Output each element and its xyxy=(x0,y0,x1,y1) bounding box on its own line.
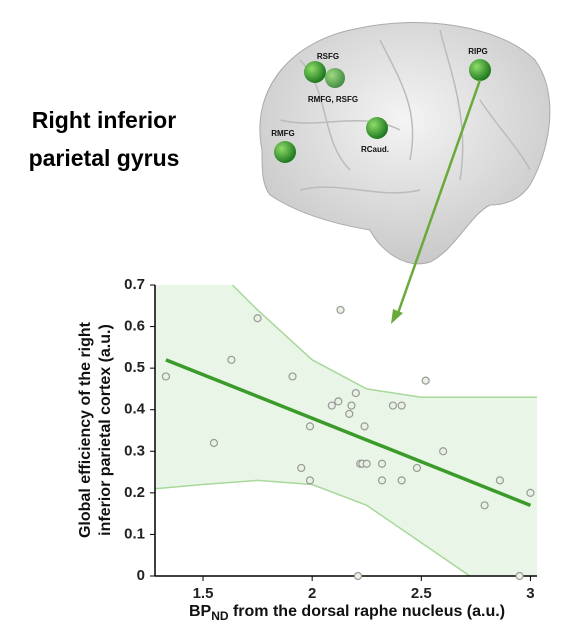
point xyxy=(347,401,356,410)
node-label: RMFG, RSFG xyxy=(308,95,358,104)
arrow xyxy=(395,79,482,317)
point xyxy=(161,372,171,381)
node-ball xyxy=(469,59,491,81)
point xyxy=(327,401,336,410)
x-axis-label: BPND from the dorsal raphe nucleus (a.u.… xyxy=(189,603,505,623)
point xyxy=(209,438,219,448)
x-tick-label: 2.5 xyxy=(411,585,432,602)
band-upper xyxy=(231,285,537,398)
y-tick-label: 0.2 xyxy=(124,484,145,501)
x-tick-label: 3 xyxy=(526,585,534,602)
point xyxy=(351,388,360,398)
point xyxy=(515,571,524,581)
node-ball xyxy=(304,61,326,83)
node-label: RCaud. xyxy=(361,145,389,154)
point xyxy=(421,376,430,385)
fit-line xyxy=(165,358,532,507)
point xyxy=(526,488,535,497)
point xyxy=(397,401,406,410)
point xyxy=(345,409,354,418)
y-tick-label: 0.6 xyxy=(124,318,145,335)
x-label-rest: from the dorsal raphe nucleus (a.u.) xyxy=(229,603,506,620)
node-ball xyxy=(325,68,345,88)
x-label-sub: ND xyxy=(211,609,229,623)
y-axis-label: inferior parietal cortex (a.u.) xyxy=(97,324,114,536)
point xyxy=(480,501,489,510)
point xyxy=(377,476,387,485)
point xyxy=(305,476,315,485)
y-tick-label: 0 xyxy=(137,567,145,584)
point xyxy=(288,372,297,381)
point xyxy=(336,305,345,315)
point xyxy=(253,314,262,323)
title-line: Right inferior xyxy=(32,107,176,133)
x-tick-label: 2 xyxy=(308,585,316,602)
arrow-head xyxy=(391,309,403,324)
y-tick-label: 0.4 xyxy=(124,401,146,418)
point xyxy=(412,463,422,473)
node-ball xyxy=(366,117,388,139)
title-line: parietal gyrus xyxy=(29,145,180,171)
band-lower xyxy=(155,479,472,576)
brain xyxy=(259,22,551,265)
y-tick-label: 0.1 xyxy=(124,525,145,542)
point xyxy=(439,447,448,456)
y-tick-label: 0.5 xyxy=(124,359,145,376)
y-axis-label: Global efficiency of the right xyxy=(77,321,94,538)
y-tick-label: 0.7 xyxy=(124,276,145,293)
node-label: RSFG xyxy=(317,52,339,61)
x-tick-label: 1.5 xyxy=(193,585,214,602)
plot: 0 0.1 0.2 0.3 0.4 0.5 0.6 0.7 1.5 2 2.5 3 xyxy=(124,276,537,602)
node-ball xyxy=(274,141,296,163)
point xyxy=(495,476,504,485)
confidence-band xyxy=(155,285,537,576)
point xyxy=(305,422,315,431)
point xyxy=(388,401,398,410)
point xyxy=(377,459,387,468)
y-tick-label: 0.3 xyxy=(124,442,145,459)
point xyxy=(297,463,306,473)
point xyxy=(397,476,406,485)
point xyxy=(353,571,363,581)
point xyxy=(362,459,371,468)
x-label-main: BP xyxy=(189,603,212,620)
point xyxy=(227,355,236,364)
node-label: RMFG xyxy=(271,129,295,138)
point xyxy=(334,397,343,406)
plot-area xyxy=(155,285,537,576)
point xyxy=(360,422,369,431)
node-label: RIPG xyxy=(468,47,488,56)
